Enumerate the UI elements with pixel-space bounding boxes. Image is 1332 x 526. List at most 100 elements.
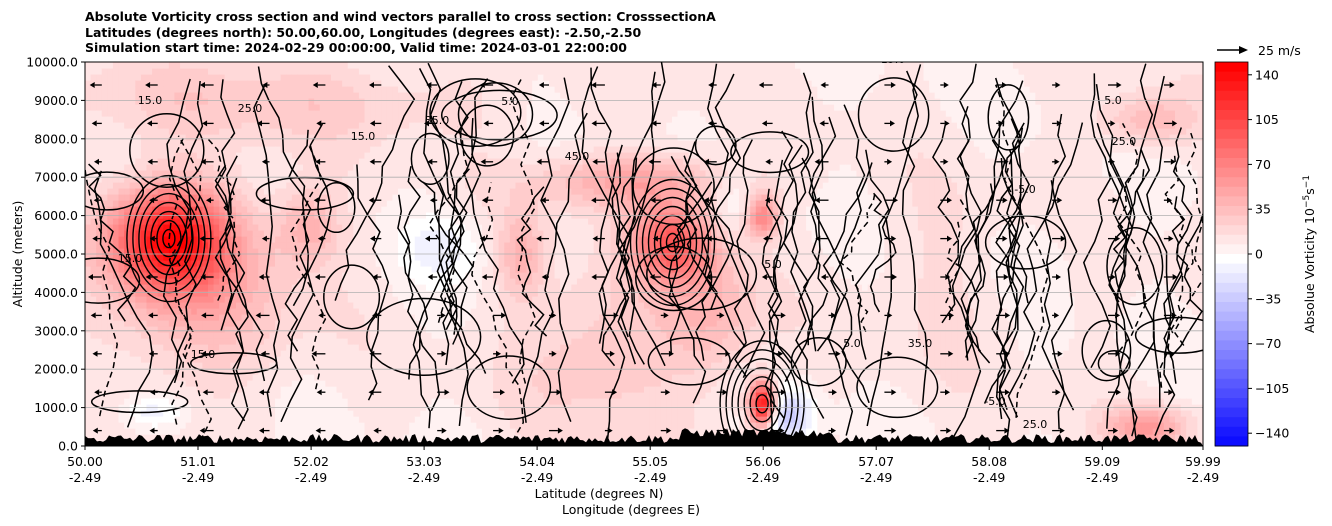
vorticity-cell <box>358 416 366 423</box>
vorticity-cell <box>112 410 120 417</box>
vorticity-cell <box>392 332 399 339</box>
vorticity-cell <box>325 80 332 87</box>
vorticity-cell <box>392 290 399 297</box>
vorticity-cell <box>358 170 366 177</box>
vorticity-cell <box>364 98 371 105</box>
vorticity-cell <box>247 326 254 333</box>
vorticity-cell <box>487 362 494 369</box>
vorticity-cell <box>168 146 176 153</box>
vorticity-cell <box>515 362 522 369</box>
vorticity-cell <box>358 422 366 429</box>
vorticity-cell <box>252 296 259 303</box>
vorticity-cell <box>303 74 310 81</box>
vorticity-cell <box>152 368 159 375</box>
vorticity-cell <box>146 62 153 69</box>
vorticity-cell <box>420 110 427 117</box>
vorticity-cell <box>85 374 92 381</box>
vorticity-cell <box>437 80 444 87</box>
vorticity-cell <box>414 266 421 273</box>
vorticity-cell <box>207 290 215 297</box>
vorticity-cell <box>252 350 259 357</box>
vorticity-cell <box>498 266 505 273</box>
vorticity-cell <box>219 224 226 231</box>
vorticity-cell <box>330 230 338 237</box>
vorticity-cell <box>493 314 500 321</box>
vorticity-cell <box>409 332 416 339</box>
vorticity-cell <box>336 428 343 435</box>
vorticity-cell <box>336 248 343 255</box>
vorticity-cell <box>90 398 97 405</box>
vorticity-cell <box>409 344 416 351</box>
vorticity-cell <box>90 92 97 99</box>
vorticity-cell <box>291 194 299 201</box>
vorticity-cell <box>336 290 343 297</box>
vorticity-cell <box>358 356 366 363</box>
vorticity-cell <box>364 266 371 273</box>
vorticity-cell <box>196 290 203 297</box>
vorticity-cell <box>140 182 148 189</box>
vorticity-cell <box>280 362 287 369</box>
vorticity-cell <box>247 386 254 393</box>
vorticity-cell <box>487 398 494 405</box>
vorticity-cell <box>124 98 131 105</box>
vorticity-cell <box>174 320 181 327</box>
vorticity-cell <box>459 380 466 387</box>
vorticity-cell <box>207 302 215 309</box>
vorticity-cell <box>118 224 125 231</box>
vorticity-cell <box>101 224 108 231</box>
vorticity-cell <box>364 92 371 99</box>
vorticity-cell <box>185 62 192 69</box>
vorticity-cell <box>336 62 343 69</box>
vorticity-cell <box>358 290 366 297</box>
vorticity-cell <box>509 422 517 429</box>
vorticity-cell <box>252 62 259 69</box>
vorticity-cell <box>124 158 131 165</box>
vorticity-cell <box>196 140 203 147</box>
vorticity-cell <box>258 326 265 333</box>
vorticity-cell <box>219 296 226 303</box>
vorticity-cell <box>291 368 299 375</box>
vorticity-cell <box>465 236 472 243</box>
vorticity-cell <box>509 92 517 99</box>
vorticity-cell <box>370 320 377 327</box>
vorticity-cell <box>465 332 472 339</box>
vorticity-cell <box>101 62 108 69</box>
vorticity-cell <box>493 224 500 231</box>
vorticity-cell <box>163 176 170 183</box>
vorticity-cell <box>196 398 203 405</box>
vorticity-cell <box>112 140 120 147</box>
vorticity-cell <box>425 80 433 87</box>
vorticity-cell <box>230 140 237 147</box>
vorticity-cell <box>515 200 522 207</box>
vorticity-cell <box>135 398 142 405</box>
vorticity-cell <box>291 242 299 249</box>
vorticity-cell <box>476 68 483 75</box>
vorticity-cell <box>375 416 382 423</box>
vorticity-cell <box>191 344 198 351</box>
vorticity-cell <box>85 386 92 393</box>
vorticity-cell <box>163 374 170 381</box>
vorticity-cell <box>409 386 416 393</box>
vorticity-cell <box>180 284 187 291</box>
vorticity-cell <box>241 92 248 99</box>
vorticity-cell <box>263 68 271 75</box>
vorticity-cell <box>118 200 125 207</box>
vorticity-cell <box>297 344 304 351</box>
vorticity-cell <box>414 320 421 327</box>
vorticity-cell <box>174 386 181 393</box>
vorticity-cell <box>258 152 265 159</box>
vorticity-cell <box>157 74 164 81</box>
vorticity-cell <box>375 80 382 87</box>
vorticity-cell <box>358 392 366 399</box>
vorticity-cell <box>297 116 304 123</box>
vorticity-cell <box>509 158 517 165</box>
vorticity-cell <box>297 182 304 189</box>
vorticity-cell <box>224 80 231 87</box>
vorticity-cell <box>314 188 321 195</box>
vorticity-cell <box>409 410 416 417</box>
vorticity-cell <box>370 422 377 429</box>
vorticity-cell <box>308 236 315 243</box>
vorticity-cell <box>392 128 399 135</box>
vorticity-cell <box>465 194 472 201</box>
vorticity-cell <box>213 98 220 105</box>
